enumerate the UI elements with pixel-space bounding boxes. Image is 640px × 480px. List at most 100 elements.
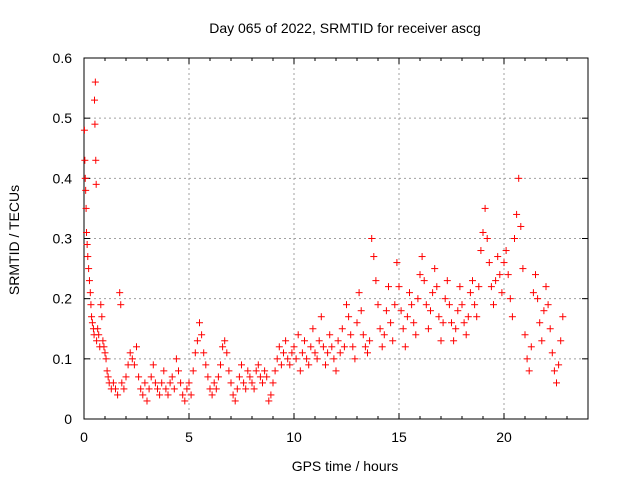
- data-point: [277, 361, 285, 369]
- data-point: [84, 253, 92, 261]
- data-point: [85, 265, 93, 273]
- data-point: [269, 379, 277, 387]
- data-point: [81, 156, 89, 164]
- data-point: [544, 301, 552, 309]
- data-point: [149, 361, 157, 369]
- data-point: [170, 385, 178, 393]
- data-point: [334, 337, 342, 345]
- data-point: [370, 253, 378, 261]
- data-point: [380, 331, 388, 339]
- data-point: [382, 307, 390, 315]
- y-axis-tick-labels: 0 0.1 0.2 0.3 0.4 0.5 0.6: [53, 50, 73, 427]
- data-point: [109, 379, 117, 387]
- data-point: [450, 337, 458, 345]
- data-point: [231, 397, 239, 405]
- data-point: [462, 331, 470, 339]
- data-point: [179, 391, 187, 399]
- data-point: [309, 325, 317, 333]
- data-point: [401, 343, 409, 351]
- data-point: [254, 361, 262, 369]
- data-point: [548, 349, 556, 357]
- data-point: [511, 235, 518, 242]
- data-point: [540, 307, 548, 315]
- data-point: [305, 361, 313, 369]
- data-point: [202, 361, 210, 369]
- data-point: [122, 373, 130, 381]
- data-point: [406, 289, 413, 297]
- data-point: [479, 228, 487, 236]
- data-point: [376, 325, 384, 333]
- data-point: [137, 385, 145, 393]
- data-point: [387, 319, 395, 327]
- data-point: [208, 391, 216, 399]
- data-point: [200, 349, 208, 357]
- data-point: [469, 277, 476, 285]
- data-point: [282, 337, 290, 345]
- data-point: [475, 283, 483, 291]
- data-point: [263, 373, 271, 381]
- data-point: [273, 355, 281, 363]
- data-points: [80, 78, 567, 405]
- data-point: [225, 367, 233, 375]
- data-point: [397, 307, 405, 315]
- y-tick-label: 0: [64, 411, 72, 427]
- data-point: [252, 367, 260, 375]
- data-point: [324, 349, 332, 357]
- data-point: [416, 271, 424, 279]
- data-point: [372, 277, 380, 285]
- data-point: [198, 331, 206, 339]
- data-point: [97, 301, 105, 309]
- data-point: [498, 289, 506, 297]
- data-point: [154, 385, 161, 393]
- data-point: [391, 301, 399, 309]
- y-tick-label: 0.3: [53, 231, 73, 247]
- data-point: [135, 373, 143, 381]
- data-point: [166, 379, 174, 387]
- data-point: [298, 349, 306, 357]
- data-point: [441, 295, 449, 303]
- data-point: [151, 379, 159, 387]
- data-point: [91, 96, 98, 104]
- data-point: [292, 355, 300, 363]
- data-point: [443, 277, 451, 285]
- data-point: [473, 313, 481, 321]
- data-point: [368, 235, 376, 242]
- chart-title: Day 065 of 2022, SRMTID for receiver asc…: [209, 20, 481, 36]
- data-point: [116, 289, 124, 297]
- data-point: [248, 379, 256, 387]
- data-point: [542, 283, 550, 291]
- data-point: [464, 313, 472, 321]
- data-point: [532, 271, 539, 279]
- data-point: [238, 361, 245, 369]
- data-point: [288, 349, 296, 357]
- data-point: [389, 337, 397, 345]
- axis-ticks: [83, 57, 588, 420]
- data-point: [175, 367, 182, 375]
- data-point: [261, 367, 269, 375]
- data-point: [485, 259, 493, 267]
- data-point: [366, 337, 374, 345]
- data-point: [521, 331, 529, 339]
- data-point: [275, 343, 283, 351]
- data-point: [87, 301, 95, 309]
- data-point: [204, 373, 212, 381]
- x-tick-label: 10: [286, 429, 302, 445]
- data-point: [92, 180, 100, 188]
- data-point: [550, 367, 558, 375]
- data-point: [492, 277, 500, 285]
- data-point: [332, 367, 340, 375]
- data-point: [133, 343, 140, 351]
- data-point: [420, 277, 428, 285]
- data-point: [519, 265, 527, 273]
- x-tick-label: 5: [185, 429, 193, 445]
- data-point: [172, 355, 180, 363]
- data-point: [315, 337, 323, 345]
- data-point: [206, 385, 214, 393]
- data-point: [338, 325, 346, 333]
- data-point: [336, 349, 344, 357]
- data-point: [408, 301, 416, 309]
- data-point: [196, 319, 203, 327]
- data-point: [448, 319, 455, 327]
- data-point: [546, 325, 554, 333]
